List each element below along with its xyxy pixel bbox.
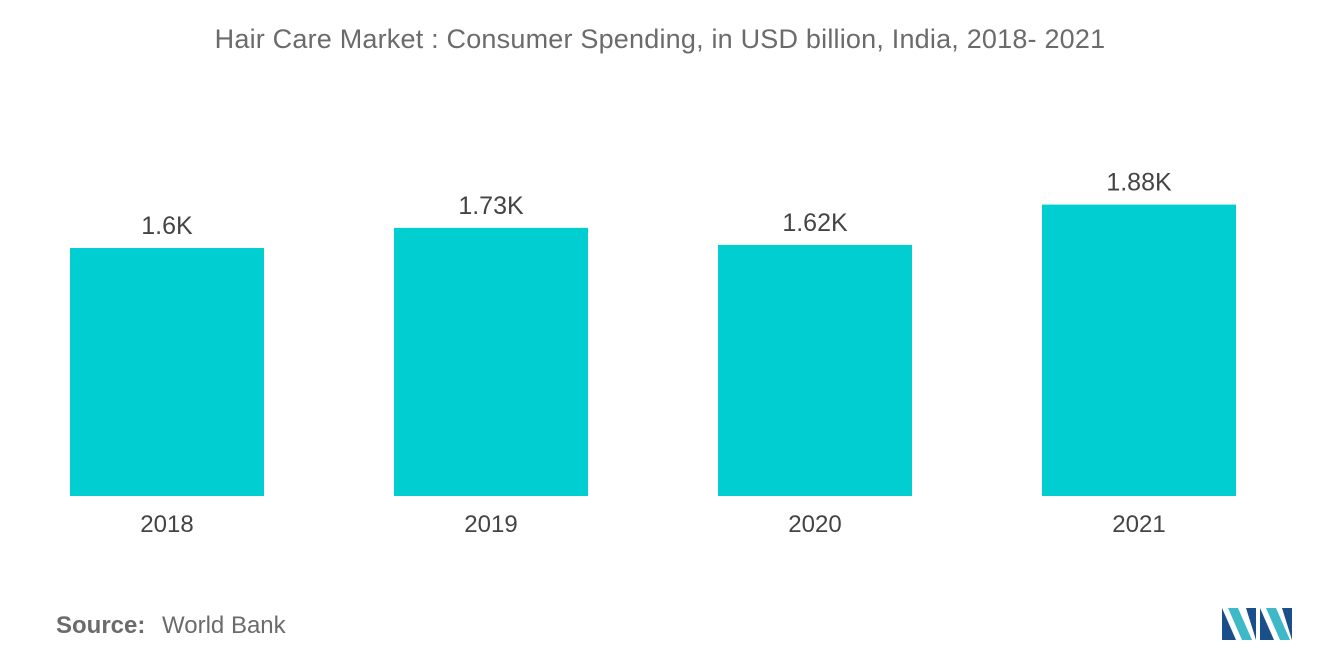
bar-2018 bbox=[70, 248, 264, 496]
x-tick-label-2019: 2019 bbox=[464, 511, 517, 538]
source-note: Source: World Bank bbox=[56, 612, 286, 640]
source-label: Source: bbox=[56, 612, 146, 639]
x-tick-label-2020: 2020 bbox=[788, 511, 841, 538]
x-tick-label-2021: 2021 bbox=[1112, 511, 1165, 538]
data-label-2021: 1.88K bbox=[1106, 169, 1172, 197]
mordor-intelligence-logo-icon bbox=[1222, 608, 1292, 640]
bar-2019 bbox=[394, 227, 588, 496]
data-label-2018: 1.6K bbox=[141, 212, 193, 240]
data-label-2020: 1.62K bbox=[782, 209, 848, 237]
chart-title: Hair Care Market : Consumer Spending, in… bbox=[214, 24, 1106, 54]
source-value: World Bank bbox=[162, 612, 286, 639]
bar-chart: 1.6K 2018 1.73K 2019 1.62K 2020 1.88K 2021 bbox=[70, 169, 1236, 538]
bar-2021 bbox=[1042, 204, 1236, 496]
x-tick-label-2018: 2018 bbox=[140, 511, 193, 538]
data-label-2019: 1.73K bbox=[458, 192, 524, 220]
bar-2020 bbox=[718, 244, 912, 496]
